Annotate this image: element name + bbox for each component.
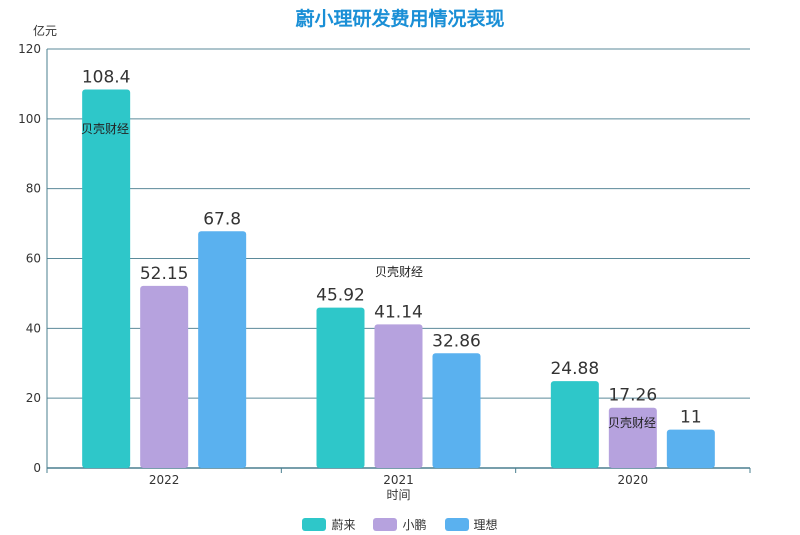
legend-label: 小鹏 xyxy=(402,518,427,532)
bar-蔚来-2022 xyxy=(82,89,131,469)
x-tick-label-2022: 2022 xyxy=(149,473,180,487)
legend-swatch xyxy=(373,518,398,531)
watermark-2: 贝壳财经 xyxy=(375,265,424,279)
bar-理想-2022 xyxy=(198,231,247,468)
data-label-理想-2021: 32.86 xyxy=(432,331,481,351)
legend-swatch xyxy=(302,518,327,531)
bar-理想-2020 xyxy=(666,429,715,468)
y-tick-label-20: 20 xyxy=(26,391,41,405)
data-label-蔚来-2020: 24.88 xyxy=(550,359,599,379)
bar-蔚来-2021 xyxy=(316,307,365,468)
legend-label: 理想 xyxy=(473,518,498,532)
chart-title: 蔚小理研发费用情况表现 xyxy=(295,8,505,30)
x-tick-label-2020: 2020 xyxy=(618,473,649,487)
data-label-理想-2022: 67.8 xyxy=(203,209,241,229)
bar-蔚来-2020 xyxy=(550,381,599,468)
bar-小鹏-2021 xyxy=(374,324,423,468)
legend-item-小鹏[interactable]: 小鹏 xyxy=(373,516,427,533)
data-label-蔚来-2021: 45.92 xyxy=(316,286,365,306)
y-tick-label-0: 0 xyxy=(33,461,41,475)
bar-小鹏-2022 xyxy=(140,285,189,468)
legend-item-蔚来[interactable]: 蔚来 xyxy=(302,516,355,533)
legend-swatch xyxy=(444,518,469,531)
y-tick-label-80: 80 xyxy=(26,182,41,196)
data-label-小鹏-2022: 52.15 xyxy=(140,264,189,284)
bar-理想-2021 xyxy=(432,353,481,468)
x-tick-label-2021: 2021 xyxy=(383,473,414,487)
data-label-蔚来-2022: 108.4 xyxy=(82,68,131,88)
y-tick-label-60: 60 xyxy=(26,252,41,266)
y-tick-label-40: 40 xyxy=(26,321,41,335)
y-tick-label-120: 120 xyxy=(18,42,41,56)
y-tick-label-100: 100 xyxy=(18,112,41,126)
data-label-小鹏-2020: 17.26 xyxy=(608,386,657,406)
legend-label: 蔚来 xyxy=(331,518,356,532)
y-axis-unit: 亿元 xyxy=(33,23,57,38)
watermark-1: 贝壳财经 xyxy=(81,122,130,136)
data-label-小鹏-2021: 41.14 xyxy=(374,302,423,322)
x-axis-label: 时间 xyxy=(386,488,410,502)
data-label-理想-2020: 11 xyxy=(680,408,702,428)
bar-小鹏-2020 xyxy=(608,407,657,468)
legend: 蔚来 小鹏 理想 xyxy=(0,516,800,533)
legend-item-理想[interactable]: 理想 xyxy=(444,516,498,533)
watermark-3: 贝壳财经 xyxy=(608,416,657,430)
